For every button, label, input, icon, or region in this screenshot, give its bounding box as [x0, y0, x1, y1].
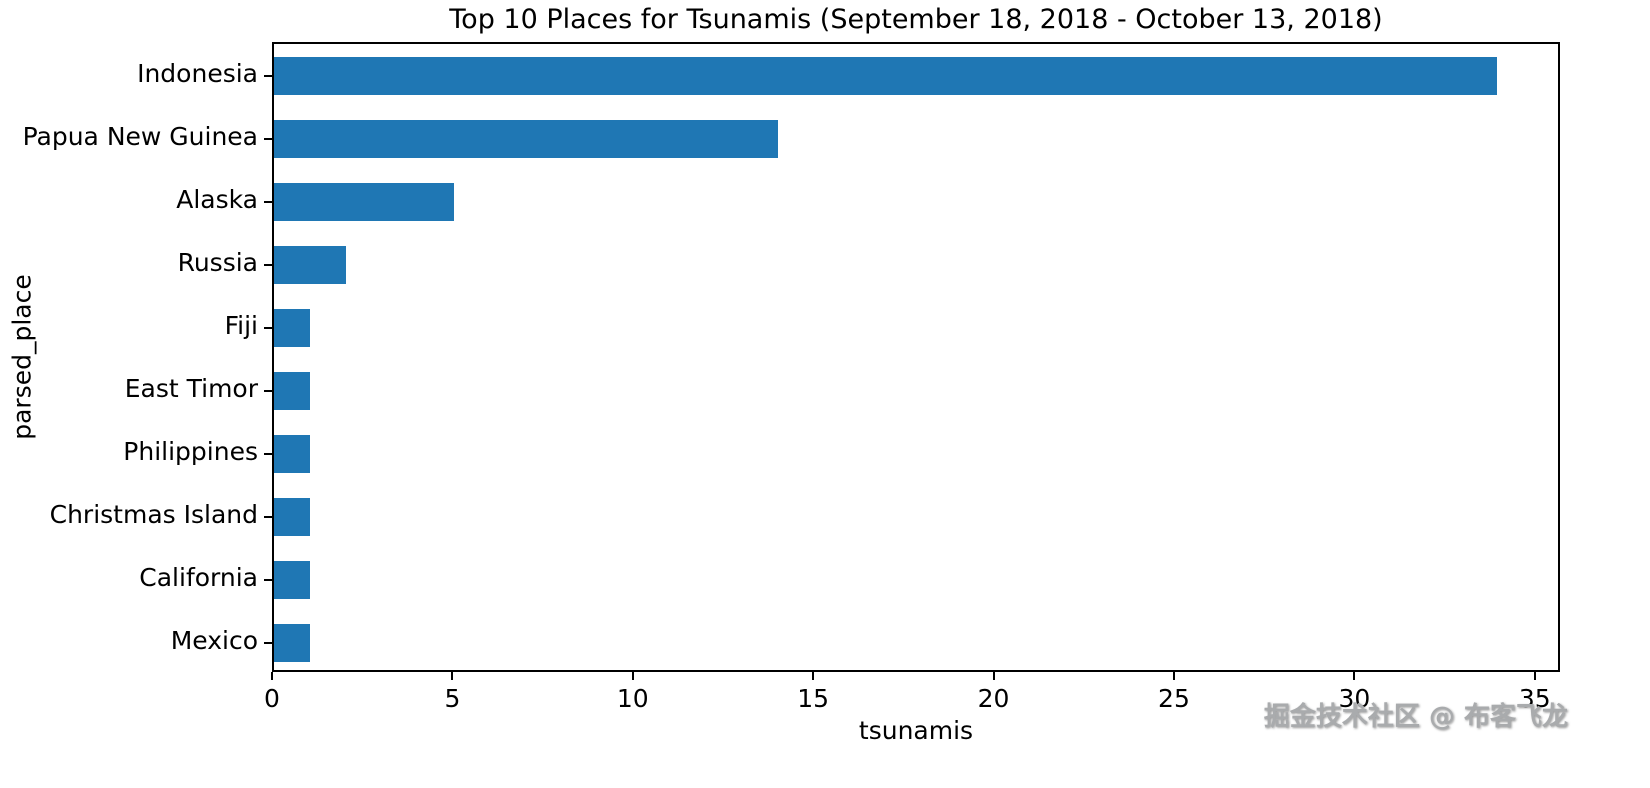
x-tick-mark [1172, 672, 1175, 680]
y-tick-labels: Indonesia Papua New Guinea Alaska Russia Fij… [0, 42, 258, 672]
x-tick-label: 25 [1158, 684, 1190, 713]
bar [274, 497, 310, 536]
watermark: 掘金技术社区 @ 布客飞龙 [1263, 702, 1568, 732]
y-tick-mark [264, 641, 272, 644]
x-tick-label: 15 [797, 684, 830, 713]
bar [274, 245, 346, 284]
y-tick-mark [264, 74, 272, 77]
bar [274, 308, 310, 347]
plot-area [264, 42, 1560, 672]
x-tick-mark [631, 672, 634, 680]
y-tick-mark [264, 137, 272, 140]
bar [274, 371, 310, 410]
bar [274, 56, 1497, 95]
x-tick-mark [271, 672, 273, 680]
y-tick-label: Christmas Island [49, 500, 258, 529]
y-tick-mark [264, 326, 272, 329]
x-tick-label: 10 [616, 684, 649, 713]
y-tick-mark [264, 578, 272, 581]
x-tick-mark [992, 672, 995, 680]
x-tick-mark [1533, 672, 1536, 680]
x-axis-ticks: 0 5 10 15 20 25 30 35 [264, 672, 1560, 732]
chart-title: Top 10 Places for Tsunamis (September 18… [449, 4, 1383, 35]
bar [274, 182, 454, 221]
y-tick-mark [264, 515, 272, 518]
bar [274, 560, 310, 599]
y-tick-label: Alaska [176, 185, 258, 214]
x-tick-mark [451, 672, 454, 680]
bar [274, 434, 310, 473]
y-tick-mark [264, 389, 272, 392]
x-tick-label: 0 [264, 684, 280, 713]
y-tick-label: East Timor [124, 374, 258, 403]
bar [274, 119, 778, 158]
x-tick-label: 30 [1338, 684, 1371, 713]
x-tick-mark [812, 672, 815, 680]
x-tick-label: 5 [444, 684, 461, 713]
y-tick-label: Russia [177, 248, 258, 277]
x-tick-label: 35 [1518, 684, 1551, 713]
y-tick-label: Philippines [123, 437, 258, 466]
x-tick-mark [1353, 672, 1356, 680]
y-tick-label: California [139, 563, 258, 592]
x-tick-label: 20 [977, 684, 1010, 713]
y-tick-mark [264, 452, 272, 455]
x-axis-label: tsunamis [858, 716, 974, 745]
y-tick-label: Indonesia [137, 59, 258, 88]
y-tick-label: Papua New Guinea [22, 122, 258, 151]
y-tick-mark [264, 200, 272, 203]
y-tick-mark [264, 263, 272, 266]
y-tick-label: Fiji [224, 311, 258, 340]
bar [274, 623, 310, 662]
y-tick-label: Mexico [170, 626, 258, 655]
